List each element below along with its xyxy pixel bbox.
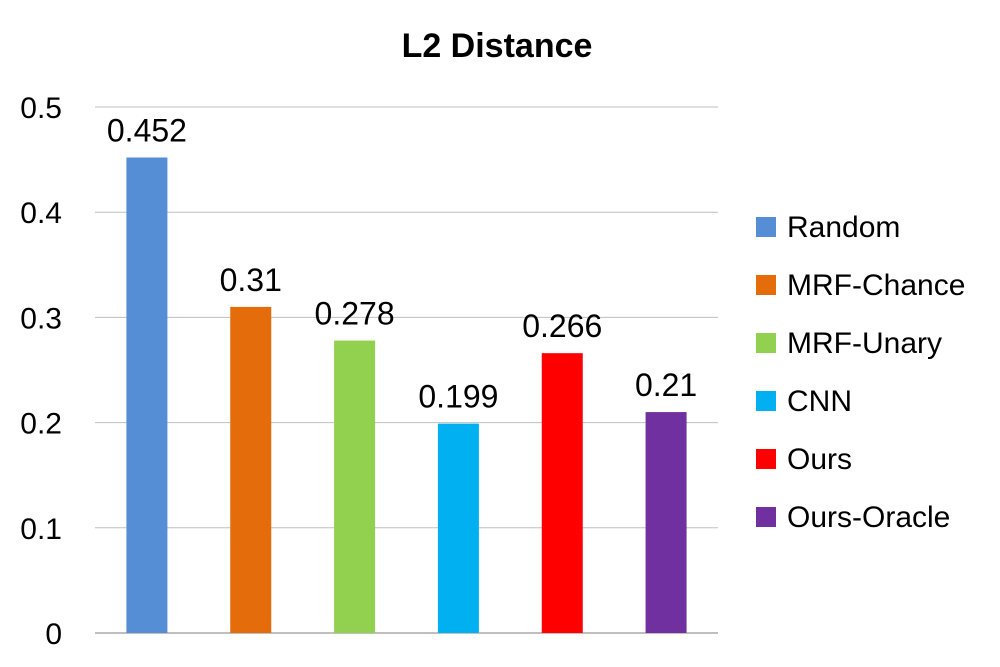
y-tick-label: 0.4 <box>20 197 62 230</box>
bar-ours <box>541 353 583 633</box>
legend-label: MRF-Chance <box>787 269 965 302</box>
y-tick-label: 0.3 <box>20 302 62 335</box>
data-label: 0.31 <box>220 262 282 298</box>
data-labels: 0.452 0.31 0.278 0.199 0.266 0.21 <box>107 112 697 414</box>
legend-swatch <box>756 449 776 469</box>
legend-swatch <box>756 275 776 295</box>
legend-swatch <box>756 391 776 411</box>
bar-mrf-chance <box>230 306 272 633</box>
data-label: 0.199 <box>418 379 498 415</box>
data-label: 0.278 <box>315 296 395 332</box>
legend-swatch <box>756 507 776 527</box>
legend-label: MRF-Unary <box>787 327 942 360</box>
bar-ours-oracle <box>645 412 687 633</box>
legend-swatch <box>756 217 776 237</box>
legend-label: Ours-Oracle <box>787 501 950 534</box>
y-tick-label: 0.5 <box>20 92 62 125</box>
data-label: 0.452 <box>107 112 187 148</box>
legend-label: Random <box>787 211 900 244</box>
data-label: 0.266 <box>522 308 602 344</box>
y-tick-label: 0.2 <box>20 408 62 441</box>
gridlines <box>95 106 718 634</box>
bar-cnn <box>437 423 479 633</box>
chart-title: L2 Distance <box>402 27 593 65</box>
y-tick-label: 0 <box>45 618 62 651</box>
y-axis-ticks: 0 0.1 0.2 0.3 0.4 0.5 <box>20 92 62 651</box>
bar-random <box>126 157 168 633</box>
legend-label: Ours <box>787 443 852 476</box>
data-label: 0.21 <box>635 367 697 403</box>
bar-mrf-unary <box>334 340 376 633</box>
legend-label: CNN <box>787 385 852 418</box>
y-tick-label: 0.1 <box>20 513 62 546</box>
bars <box>126 157 687 633</box>
legend: Random MRF-Chance MRF-Unary CNN Ours Ours-Ora… <box>756 211 965 534</box>
legend-swatch <box>756 333 776 353</box>
